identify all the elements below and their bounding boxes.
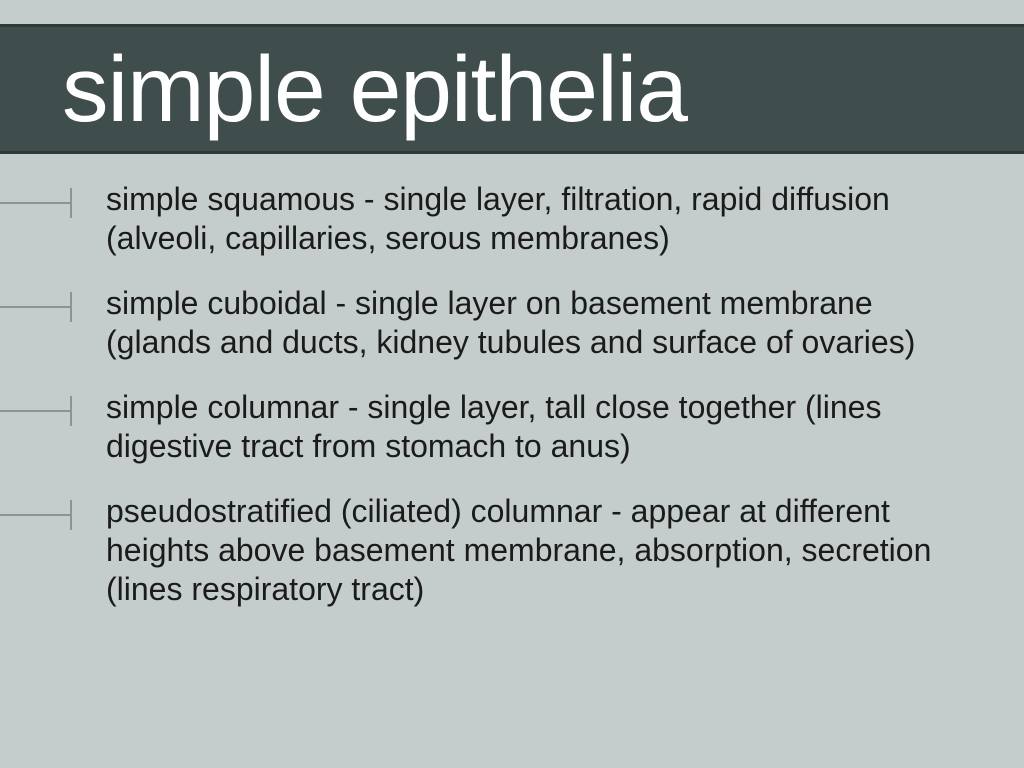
bullet-item: simple columnar - single layer, tall clo… bbox=[0, 388, 984, 466]
bullet-marker-icon bbox=[0, 500, 106, 530]
bullet-item: simple cuboidal - single layer on baseme… bbox=[0, 284, 984, 362]
bullet-text: simple squamous - single layer, filtrati… bbox=[106, 180, 984, 258]
bullet-item: simple squamous - single layer, filtrati… bbox=[0, 180, 984, 258]
bullet-text: simple columnar - single layer, tall clo… bbox=[106, 388, 984, 466]
title-bar: simple epithelia bbox=[0, 24, 1024, 154]
bullet-marker-icon bbox=[0, 292, 106, 322]
bullet-marker-icon bbox=[0, 188, 106, 218]
slide-title: simple epithelia bbox=[62, 36, 687, 143]
bullet-marker-icon bbox=[0, 396, 106, 426]
bullet-item: pseudostratified (ciliated) columnar - a… bbox=[0, 492, 984, 609]
bullet-text: pseudostratified (ciliated) columnar - a… bbox=[106, 492, 984, 609]
bullet-text: simple cuboidal - single layer on baseme… bbox=[106, 284, 984, 362]
slide-body: simple squamous - single layer, filtrati… bbox=[0, 180, 984, 635]
